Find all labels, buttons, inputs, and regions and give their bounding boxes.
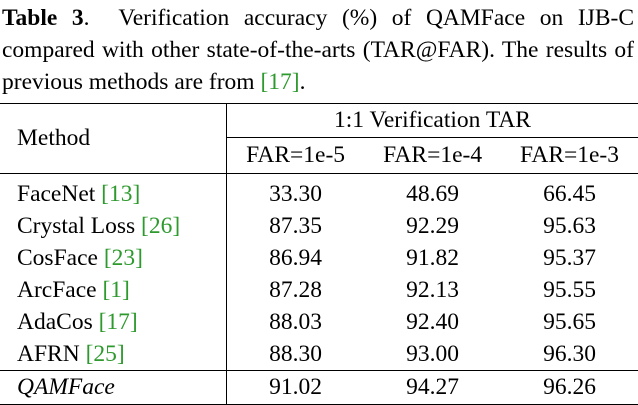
value-cell: 88.03 — [227, 306, 365, 338]
table-row: AdaCos [17] 88.03 92.40 95.65 — [0, 306, 638, 338]
method-cell: Crystal Loss [26] — [0, 210, 227, 242]
value-cell: 87.35 — [227, 210, 365, 242]
value-cell: 91.02 — [227, 371, 365, 405]
method-cell: AFRN [25] — [0, 338, 227, 371]
value-cell: 88.30 — [227, 338, 365, 371]
method-cell: FaceNet [13] — [0, 174, 227, 211]
value-cell: 95.65 — [501, 306, 638, 338]
table-row: Crystal Loss [26] 87.35 92.29 95.63 — [0, 210, 638, 242]
method-cell: ArcFace [1] — [0, 274, 227, 306]
method-header: Method — [0, 104, 227, 174]
citation-link[interactable]: [13] — [101, 181, 140, 207]
value-cell: 93.00 — [364, 338, 501, 371]
citation-link[interactable]: [23] — [104, 245, 143, 271]
value-cell: 95.63 — [501, 210, 638, 242]
caption-reference-link[interactable]: [17] — [260, 69, 299, 95]
column-header: FAR=1e-5 — [227, 138, 365, 174]
table-row: ArcFace [1] 87.28 92.13 95.55 — [0, 274, 638, 306]
value-cell: 91.82 — [364, 242, 501, 274]
column-header: FAR=1e-4 — [364, 138, 501, 174]
value-cell: 48.69 — [364, 174, 501, 211]
value-cell: 86.94 — [227, 242, 365, 274]
value-cell: 92.40 — [364, 306, 501, 338]
table-row: FaceNet [13] 33.30 48.69 66.45 — [0, 174, 638, 211]
value-cell: 96.30 — [501, 338, 638, 371]
value-cell: 94.27 — [364, 371, 501, 405]
value-cell: 87.28 — [227, 274, 365, 306]
method-cell: QAMFace — [0, 371, 227, 405]
value-cell: 95.37 — [501, 242, 638, 274]
citation-link[interactable]: [26] — [141, 213, 180, 239]
proposed-method-row: QAMFace 91.02 94.27 96.26 — [0, 371, 638, 405]
column-header: FAR=1e-3 — [501, 138, 638, 174]
method-cell: AdaCos [17] — [0, 306, 227, 338]
method-cell: CosFace [23] — [0, 242, 227, 274]
value-cell: 95.55 — [501, 274, 638, 306]
value-cell: 66.45 — [501, 174, 638, 211]
table-row: AFRN [25] 88.30 93.00 96.30 — [0, 338, 638, 371]
table-row: CosFace [23] 86.94 91.82 95.37 — [0, 242, 638, 274]
value-cell: 92.13 — [364, 274, 501, 306]
value-cell: 92.29 — [364, 210, 501, 242]
table-caption: Table 3. Verification accuracy (%) of QA… — [2, 2, 634, 98]
citation-link[interactable]: [17] — [99, 309, 138, 335]
citation-link[interactable]: [25] — [86, 341, 125, 367]
value-cell: 33.30 — [227, 174, 365, 211]
caption-text: Verification accuracy (%) of QAMFace on … — [2, 5, 634, 95]
value-cell: 96.26 — [501, 371, 638, 405]
header-row-1: Method 1:1 Verification TAR — [0, 104, 638, 138]
caption-label: Table 3 — [2, 5, 84, 31]
results-table: Method 1:1 Verification TAR FAR=1e-5 FAR… — [0, 103, 638, 405]
group-header: 1:1 Verification TAR — [227, 104, 638, 138]
citation-link[interactable]: [1] — [102, 277, 129, 303]
